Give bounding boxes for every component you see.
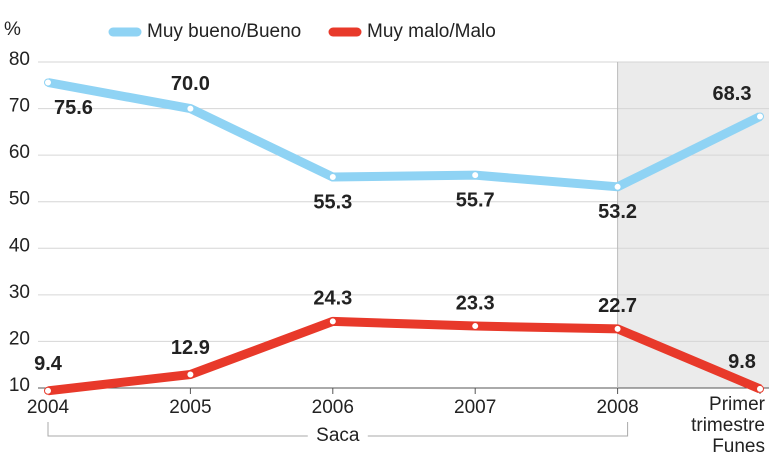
data-label: 53.2	[598, 201, 637, 223]
data-label: 55.3	[313, 191, 352, 213]
series-line	[47, 316, 762, 396]
data-point	[471, 322, 480, 331]
x-tick-label: 2005	[169, 397, 211, 418]
y-tick-label: 30	[9, 282, 30, 303]
x-tick-label: 2006	[312, 397, 354, 418]
series-line	[47, 78, 762, 192]
data-label: 75.6	[54, 97, 93, 119]
x-tick-label: Primer trimestre Funes	[691, 394, 765, 457]
data-label: 24.3	[313, 288, 352, 310]
data-label: 70.0	[171, 73, 210, 95]
data-point	[471, 171, 480, 180]
y-tick-label: 70	[9, 96, 30, 117]
data-label: 55.7	[456, 189, 495, 211]
y-unit: %	[4, 19, 21, 40]
data-label: 9.8	[728, 351, 756, 373]
y-tick-label: 20	[9, 328, 30, 349]
data-point	[328, 317, 337, 326]
y-tick-label: 10	[9, 375, 30, 396]
data-point	[613, 324, 622, 333]
x-tick-label: 2008	[596, 397, 638, 418]
data-label: 22.7	[598, 295, 637, 317]
y-tick-label: 50	[9, 189, 30, 210]
data-label: 23.3	[456, 292, 495, 314]
y-tick-label: 60	[9, 142, 30, 163]
data-label: 12.9	[171, 337, 210, 359]
data-point	[44, 78, 52, 87]
data-point	[328, 173, 337, 182]
data-point	[186, 104, 195, 113]
data-point	[186, 370, 195, 379]
annotation: Saca	[316, 425, 360, 446]
y-tick-label: 40	[9, 235, 30, 256]
legend-label: Muy malo/Malo	[367, 21, 496, 42]
data-point	[756, 112, 764, 121]
shaded-region	[617, 62, 769, 388]
data-label: 9.4	[34, 353, 63, 375]
legend-label: Muy bueno/Bueno	[147, 21, 301, 42]
y-tick-label: 80	[9, 49, 30, 70]
data-point	[756, 384, 764, 393]
x-tick-label: 2004	[27, 397, 70, 418]
x-tick-label: 2007	[454, 397, 496, 418]
bracket	[47, 422, 629, 437]
data-label: 68.3	[713, 83, 752, 105]
data-point	[613, 182, 622, 191]
data-point	[44, 386, 52, 395]
